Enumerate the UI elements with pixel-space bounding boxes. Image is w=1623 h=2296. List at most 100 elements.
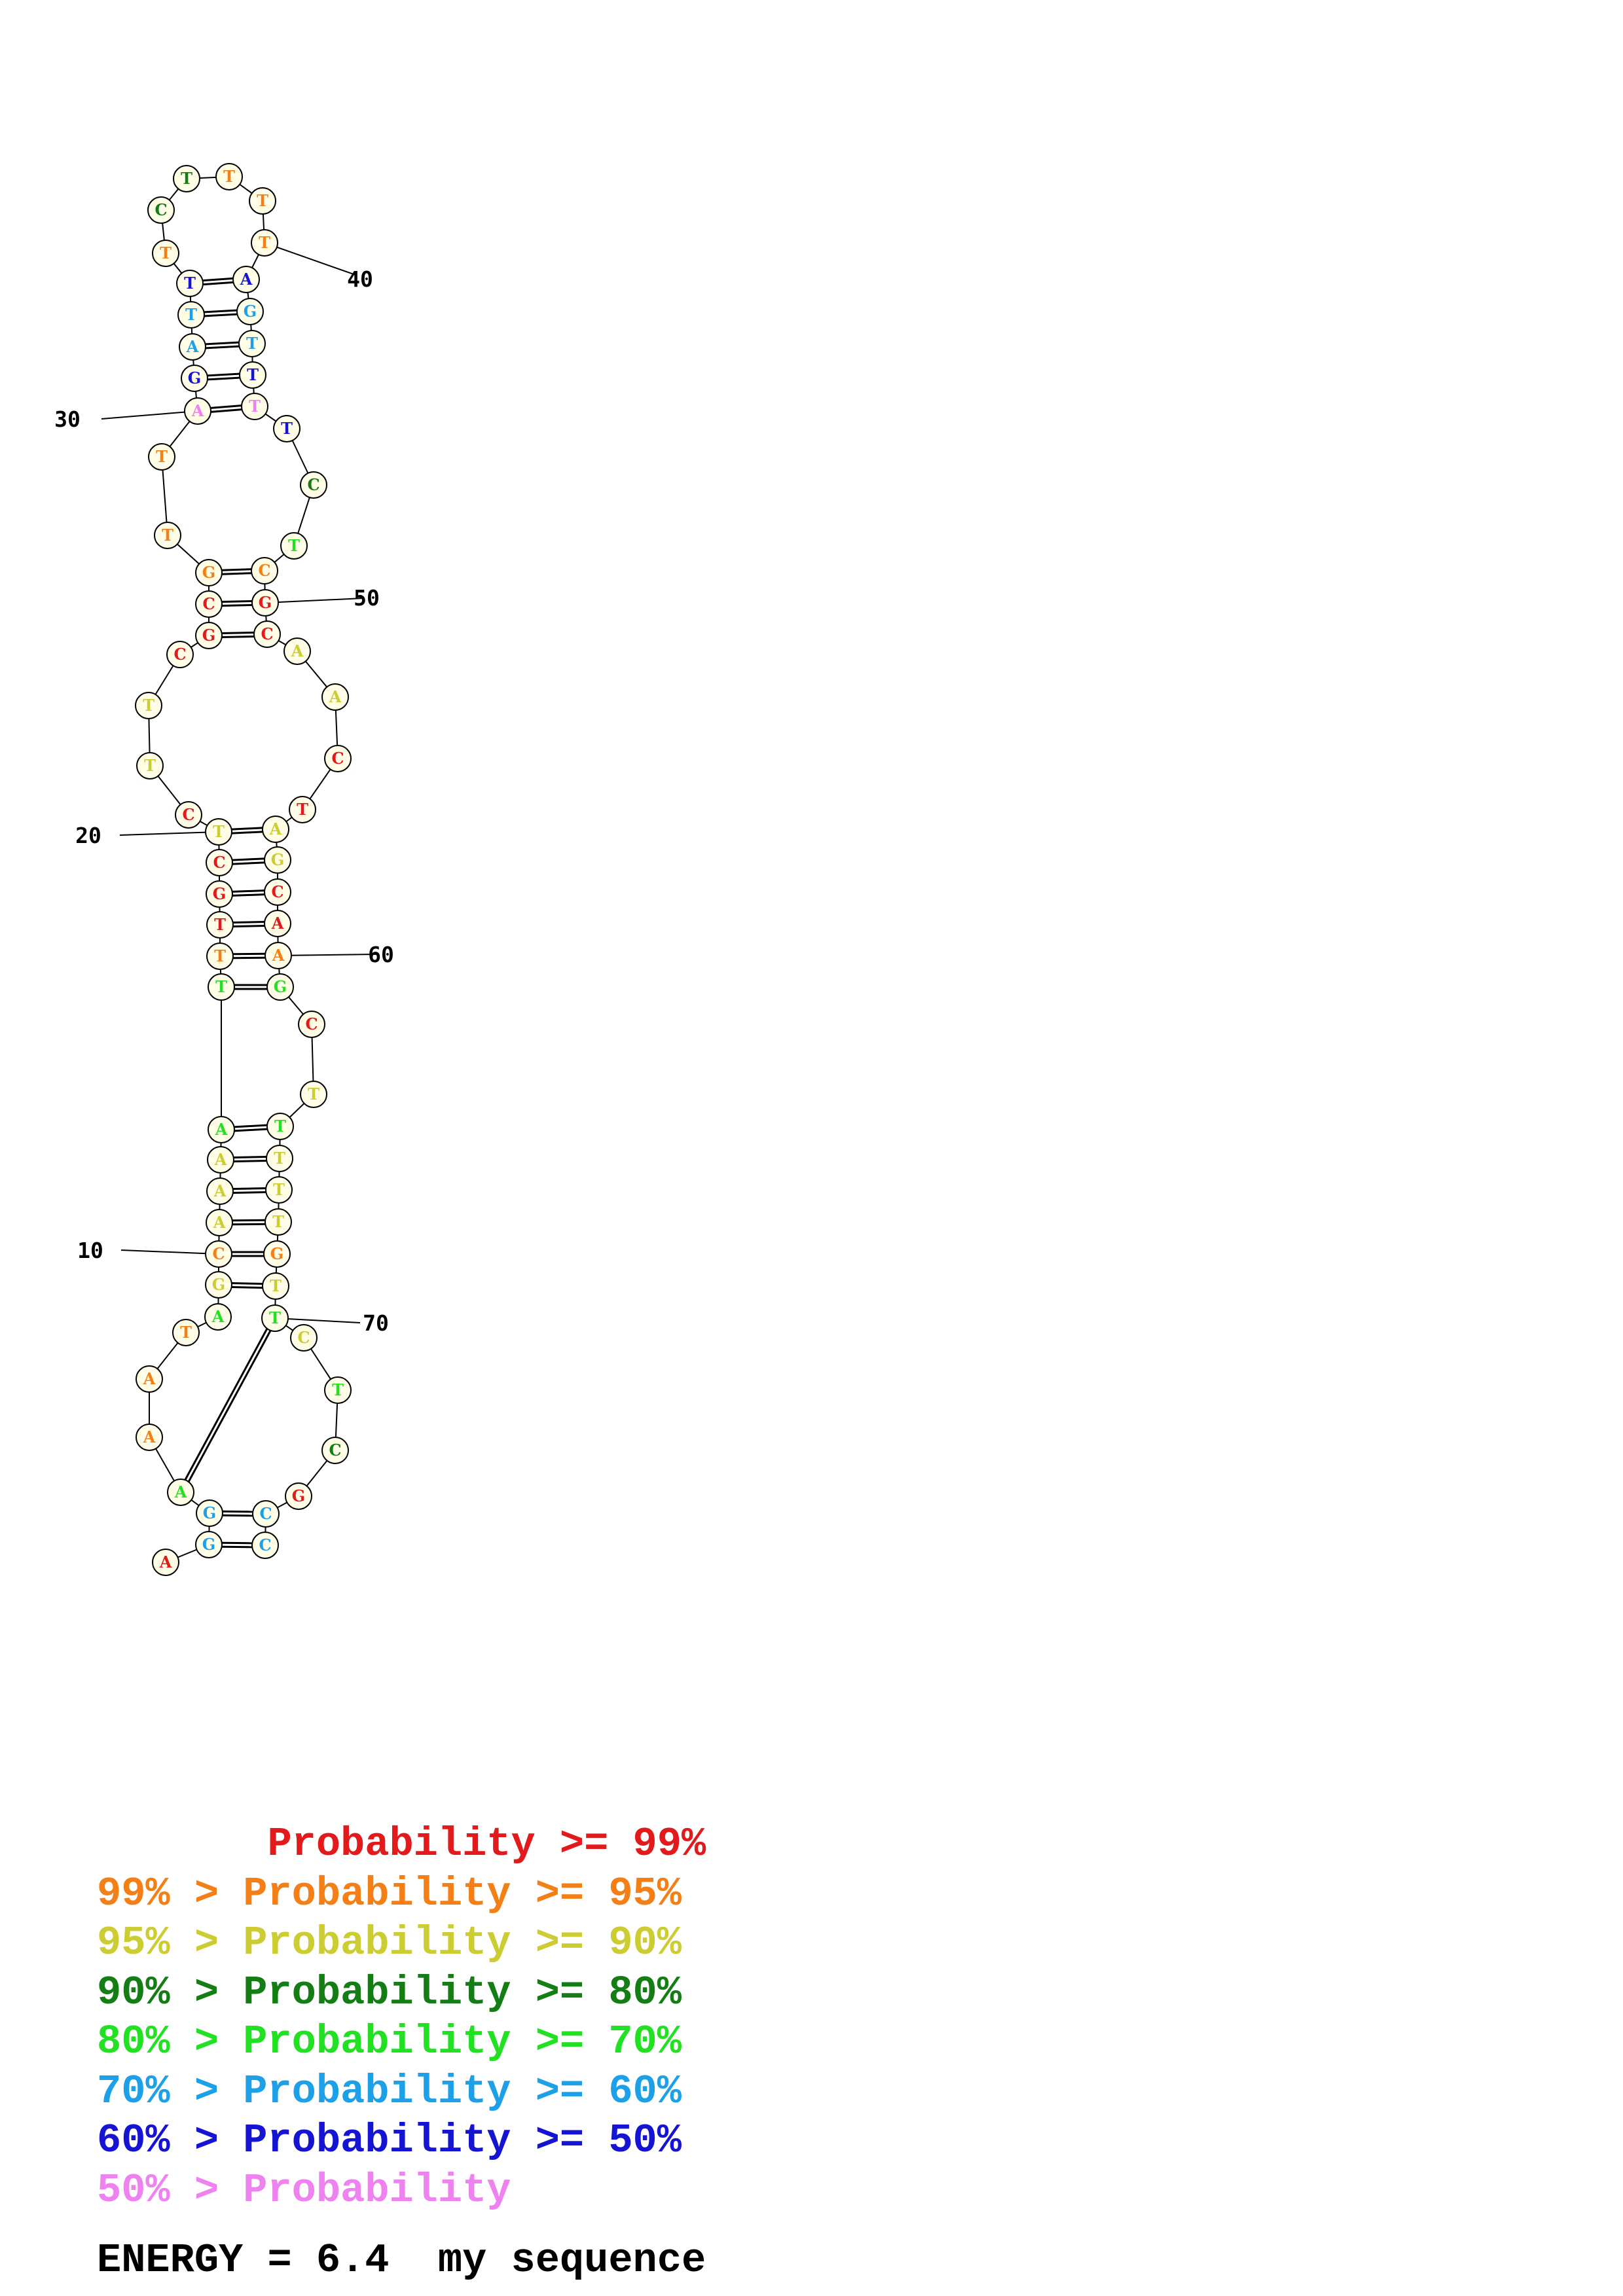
nucleotide-letter: T bbox=[162, 526, 173, 545]
nucleotide-letter: A bbox=[143, 1427, 156, 1446]
nucleotide-letter: G bbox=[202, 563, 216, 582]
position-tick bbox=[278, 954, 377, 956]
nucleotide-circle bbox=[264, 1208, 292, 1236]
nucleotide-circle bbox=[154, 522, 181, 549]
nucleotide: T bbox=[264, 1208, 292, 1236]
nucleotide-circle bbox=[195, 590, 223, 618]
nucleotide-circle bbox=[167, 1479, 194, 1506]
position-tick bbox=[264, 242, 356, 276]
nucleotide: T bbox=[135, 692, 162, 719]
nucleotide: T bbox=[324, 1376, 352, 1404]
nucleotide-letter: A bbox=[174, 1482, 187, 1501]
nucleotide-circle bbox=[266, 1113, 294, 1140]
base-pair-bond bbox=[187, 1330, 272, 1482]
nucleotide: T bbox=[177, 301, 205, 329]
nucleotide-circle bbox=[195, 1531, 223, 1558]
legend-entry: 80% > Probability >= 70% bbox=[97, 2018, 682, 2065]
nucleotide-circle bbox=[136, 752, 164, 780]
nucleotide-circle bbox=[252, 1500, 280, 1528]
nucleotide-circle bbox=[238, 330, 266, 357]
nucleotide-circle bbox=[196, 1499, 223, 1527]
nucleotide: A bbox=[167, 1479, 194, 1506]
base-pair-bond bbox=[202, 277, 233, 282]
nucleotide-circle bbox=[136, 1365, 163, 1393]
legend-entry: 90% > Probability >= 80% bbox=[97, 1969, 682, 2016]
nucleotide-circle bbox=[205, 1240, 232, 1268]
nucleotide-letter: G bbox=[202, 1535, 216, 1554]
position-label: 70 bbox=[363, 1310, 389, 1336]
nucleotide-circle bbox=[264, 910, 291, 937]
nucleotide: A bbox=[283, 637, 311, 665]
nucleotide-circle bbox=[263, 1240, 291, 1268]
nucleotide: G bbox=[195, 559, 223, 586]
nucleotide-letter: G bbox=[292, 1486, 306, 1505]
nucleotide-letter: C bbox=[307, 475, 319, 494]
nucleotide-circle bbox=[147, 196, 175, 224]
nucleotide-circle bbox=[172, 1319, 200, 1346]
base-pair-bond bbox=[223, 1510, 253, 1513]
nucleotide-circle bbox=[262, 1272, 289, 1300]
nucleotide: A bbox=[136, 1424, 163, 1451]
base-pair-bond bbox=[232, 861, 265, 865]
energy-label: ENERGY = 6.4 my sequence bbox=[97, 2237, 706, 2284]
nucleotide-circle bbox=[300, 471, 327, 499]
nucleotide-letter: C bbox=[259, 1504, 272, 1523]
nucleotide-letter: T bbox=[257, 191, 268, 210]
nucleotide-circle bbox=[251, 589, 279, 617]
nucleotide-letter: T bbox=[281, 419, 293, 438]
nucleotide-letter: T bbox=[270, 1276, 282, 1295]
nucleotide-letter: A bbox=[272, 946, 285, 965]
nucleotide: C bbox=[321, 1437, 349, 1464]
nucleotide-letter: A bbox=[211, 1307, 225, 1326]
nucleotide: T bbox=[273, 415, 301, 442]
base-pair-bond bbox=[232, 889, 264, 893]
nucleotide-letter: C bbox=[202, 594, 215, 613]
nucleotide-circle bbox=[239, 361, 266, 389]
legend-entry: Probability >= 99% bbox=[97, 1821, 706, 1867]
nucleotide-letter: T bbox=[180, 1323, 192, 1342]
nucleotide-letter: C bbox=[271, 882, 283, 901]
nucleotide-letter: C bbox=[213, 853, 225, 872]
nucleotide-letter: C bbox=[305, 1014, 318, 1033]
nucleotide-letter: G bbox=[259, 593, 272, 612]
base-pair-bonds bbox=[184, 277, 272, 1549]
nucleotide-circle bbox=[251, 1532, 279, 1559]
nucleotide-circle bbox=[152, 1549, 179, 1576]
nucleotide: T bbox=[173, 165, 200, 192]
legend-entry: 50% > Probability bbox=[97, 2166, 511, 2214]
nucleotide-letter: G bbox=[202, 626, 216, 645]
nucleotide-letter: T bbox=[288, 536, 300, 555]
position-tick bbox=[120, 1249, 219, 1255]
nucleotide: T bbox=[208, 973, 235, 1001]
legend-entry: 60% > Probability >= 50% bbox=[97, 2117, 682, 2164]
nucleotide-circle bbox=[208, 1116, 235, 1143]
nucleotide-letter: T bbox=[259, 233, 270, 252]
base-pair-bond bbox=[221, 631, 254, 635]
base-pair-bond bbox=[210, 404, 242, 409]
base-pair-bond bbox=[231, 827, 263, 831]
nucleotide-circle bbox=[205, 818, 232, 846]
base-pair-bond bbox=[204, 309, 237, 314]
nucleotide-letter: A bbox=[191, 401, 204, 420]
position-label: 20 bbox=[75, 823, 101, 848]
nucleotide-circle bbox=[283, 637, 311, 665]
nucleotide-circle bbox=[206, 849, 233, 876]
nucleotide-letter: A bbox=[291, 641, 304, 660]
nucleotide: G bbox=[264, 846, 291, 874]
nucleotide-circle bbox=[285, 1482, 312, 1510]
base-pair-bond bbox=[234, 1159, 267, 1163]
nucleotide: C bbox=[147, 196, 175, 224]
nucleotide-circle bbox=[265, 1176, 293, 1204]
nucleotide: A bbox=[184, 397, 211, 425]
nucleotide-letter: T bbox=[274, 1149, 285, 1168]
nucleotide-letter: T bbox=[247, 365, 259, 384]
position-label: 10 bbox=[77, 1238, 103, 1263]
nucleotide: A bbox=[179, 333, 206, 361]
nucleotide: T bbox=[152, 240, 179, 267]
nucleotide-letter: T bbox=[274, 1117, 286, 1136]
nucleotide-circle bbox=[264, 846, 291, 874]
nucleotide-letter: A bbox=[269, 819, 282, 838]
nucleotide-circle bbox=[179, 333, 206, 361]
nucleotide: T bbox=[176, 270, 204, 297]
